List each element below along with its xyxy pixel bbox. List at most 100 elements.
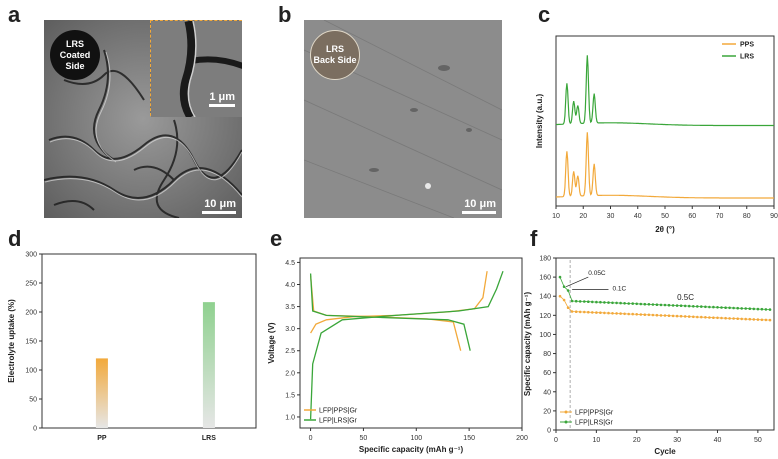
point-f-1-8	[591, 300, 594, 304]
point-f-1-45	[740, 307, 743, 310]
point-f-0-42	[728, 317, 731, 320]
xrd-chart: 10 20 30 40 50 60 70 80 90 2θ (°) Intensity (a.u.)…	[535, 35, 778, 234]
x-tick-label-c-2: 30	[607, 213, 615, 220]
panel-label-b: b	[278, 2, 292, 27]
y-tick-label-d-1: 50	[29, 397, 37, 404]
voltage-chart: 0 50 100 150 200 1.0 1.5 2.0 2.5 3.0 3.5 4.0 4.5 Spec…	[267, 257, 528, 454]
point-f-1-42	[728, 306, 731, 310]
point-f-0-36	[704, 316, 707, 319]
y-tick-label-f-2: 40	[543, 389, 551, 396]
y-tick-label-f-0: 0	[547, 428, 551, 435]
panel-label-d: d	[8, 226, 22, 251]
x-tick-label-c-0: 10	[552, 213, 560, 220]
point-f-1-25	[659, 303, 663, 307]
badge-back-side: LRS Back Side	[310, 30, 360, 80]
point-f-1-37	[708, 305, 711, 309]
point-f-1-20	[639, 302, 643, 306]
point-f-0-25	[659, 314, 663, 317]
point-f-0-1	[562, 298, 566, 302]
point-f-0-0	[558, 294, 562, 298]
y-axis-label-f: Specific capacity (mAh g⁻¹)	[523, 292, 532, 397]
bar-pp	[95, 358, 108, 428]
x-tick-label-e-4: 200	[516, 435, 528, 442]
point-f-1-0	[558, 275, 562, 279]
point-f-0-29	[675, 314, 679, 318]
point-f-1-40	[720, 306, 723, 309]
point-f-1-38	[712, 305, 715, 309]
y-tick-label-f-6: 120	[539, 313, 551, 320]
panel-label-a: a	[8, 2, 21, 27]
y-axis-label-d: Electrolyte uptake (%)	[7, 299, 16, 383]
badge-coated-line2: Coated Side	[59, 49, 91, 71]
point-f-0-35	[700, 315, 703, 319]
point-f-0-44	[736, 317, 739, 320]
plot-frame-c	[555, 35, 775, 207]
point-f-1-48	[752, 307, 756, 311]
plot-frame-d	[41, 253, 257, 429]
chart-c: 10 20 30 40 50 60 70 80 90 2θ (°) Intensity (a.u.)…	[528, 20, 778, 234]
annotation-0p5c: 0.5C	[677, 293, 694, 302]
plot-frame-f	[555, 257, 775, 431]
point-f-0-50	[760, 318, 764, 322]
point-f-1-11	[603, 301, 606, 304]
inset-scale-label: 1 μm	[209, 91, 235, 103]
point-f-0-11	[603, 311, 606, 315]
legend-label-c-0: PPS	[740, 42, 754, 49]
point-f-0-2	[566, 306, 570, 309]
point-f-0-14	[615, 312, 618, 315]
point-f-1-49	[756, 307, 760, 311]
x-tick-label-f-4: 40	[714, 437, 722, 444]
point-f-0-32	[687, 315, 691, 318]
y-tick-label-e-5: 3.5	[285, 304, 295, 311]
x-tick-label-f-0: 0	[554, 437, 558, 444]
point-f-1-17	[627, 302, 630, 305]
x-tick-label-f-1: 10	[592, 437, 600, 444]
x-tick-label-e-3: 150	[463, 435, 475, 442]
point-f-0-19	[635, 313, 638, 316]
x-tick-label-c-3: 40	[634, 213, 642, 220]
point-f-1-7	[587, 300, 590, 303]
legend-label-e-1: LFP|LRS|Gr	[319, 418, 358, 425]
point-f-0-47	[748, 317, 752, 321]
point-f-0-26	[663, 314, 667, 317]
point-f-0-39	[716, 316, 719, 320]
x-tick-label-e-0: 0	[309, 435, 313, 442]
sem-image-coated: 1 μm LRS Coated Side 10 μm	[44, 20, 242, 218]
scale-bar-a	[202, 211, 236, 214]
panel-label-e: e	[270, 226, 283, 251]
point-f-1-23	[651, 303, 655, 306]
point-f-1-31	[683, 304, 687, 308]
x-tick-label-f-3: 30	[673, 437, 681, 444]
point-f-1-30	[679, 304, 683, 307]
x-axis-label-f: Cycle	[654, 447, 676, 456]
point-f-0-49	[756, 318, 760, 321]
point-f-1-34	[696, 305, 699, 308]
point-f-1-24	[655, 303, 659, 306]
y-tick-label-f-8: 160	[539, 275, 551, 282]
annotation-0p1c: 0.1C	[613, 285, 627, 292]
point-f-1-28	[671, 304, 675, 307]
point-f-1-6	[583, 300, 586, 303]
point-f-1-9	[595, 300, 598, 304]
point-f-1-27	[667, 303, 671, 307]
point-f-0-46	[744, 317, 747, 321]
point-f-1-47	[748, 307, 752, 310]
point-f-0-18	[631, 312, 634, 316]
x-tick-label-c-5: 60	[688, 213, 696, 220]
y-tick-label-f-1: 20	[543, 408, 551, 415]
point-f-0-13	[611, 312, 614, 315]
y-tick-label-d-6: 300	[25, 252, 37, 259]
point-f-1-12	[607, 301, 610, 304]
point-f-1-50	[760, 307, 764, 311]
point-f-0-31	[683, 315, 687, 318]
y-axis-label-e: Voltage (V)	[267, 322, 276, 364]
chart-e: 0 50 100 150 200 1.0 1.5 2.0 2.5 3.0 3.5 4.0 4.5 Spec…	[262, 244, 528, 456]
point-f-0-37	[708, 316, 711, 319]
point-f-0-16	[623, 312, 626, 316]
badge-back-line2: Back Side	[313, 55, 357, 65]
y-tick-label-e-6: 4.0	[285, 282, 295, 289]
plot-frame-e	[299, 257, 523, 429]
x-tick-label-e-2: 100	[410, 435, 422, 442]
x-category-label-1: LRS	[202, 435, 216, 442]
y-tick-label-f-3: 60	[543, 370, 551, 377]
